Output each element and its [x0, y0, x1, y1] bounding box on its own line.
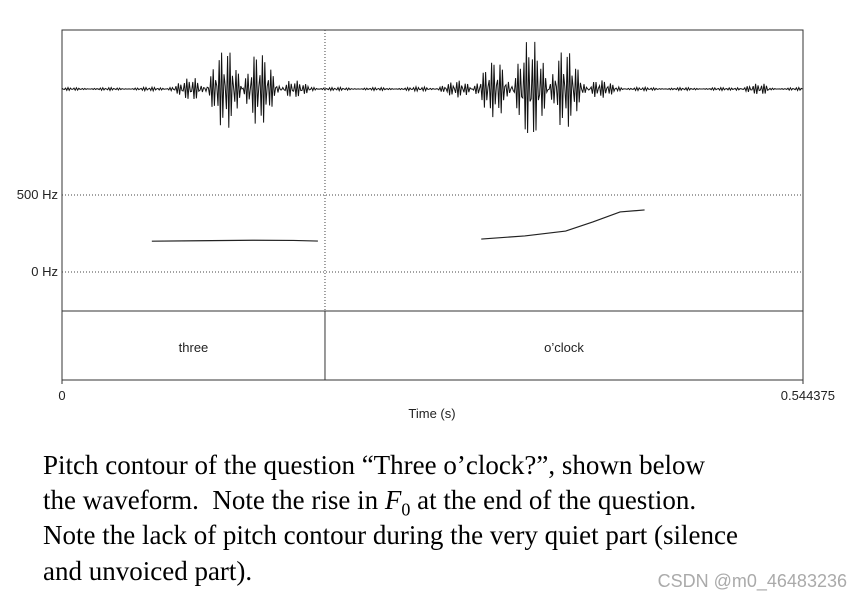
caption-text: at the end of the question.	[410, 485, 697, 515]
caption-line: Pitch contour of the question “Three o’c…	[43, 450, 706, 480]
caption-text: the waveform. Note the rise in	[43, 485, 385, 515]
y-tick-label: 500 Hz	[17, 187, 58, 202]
pitch-contour	[481, 209, 645, 240]
caption-line: and unvoiced part).	[43, 556, 253, 586]
caption-line: the waveform. Note the rise in F0 at the…	[43, 485, 697, 520]
x-tick-label: 0.544375	[781, 388, 835, 403]
x-axis-label: Time (s)	[408, 406, 455, 421]
figure: Time (s) 0 Hz 500 Hz 0 0.544375 three o’clock	[17, 29, 835, 421]
caption-symbol: F	[384, 485, 402, 515]
x-tick-label: 0	[58, 388, 65, 403]
tier-label: o’clock	[544, 340, 584, 355]
frame	[61, 29, 804, 381]
pitch-contour	[151, 239, 318, 242]
y-tick-label: 0 Hz	[31, 264, 58, 279]
caption-subscript: 0	[401, 499, 411, 520]
caption-line: Note the lack of pitch contour during th…	[43, 520, 739, 550]
waveform	[61, 41, 803, 134]
tier-label: three	[179, 340, 209, 355]
watermark: CSDN @m0_46483236	[657, 571, 847, 591]
